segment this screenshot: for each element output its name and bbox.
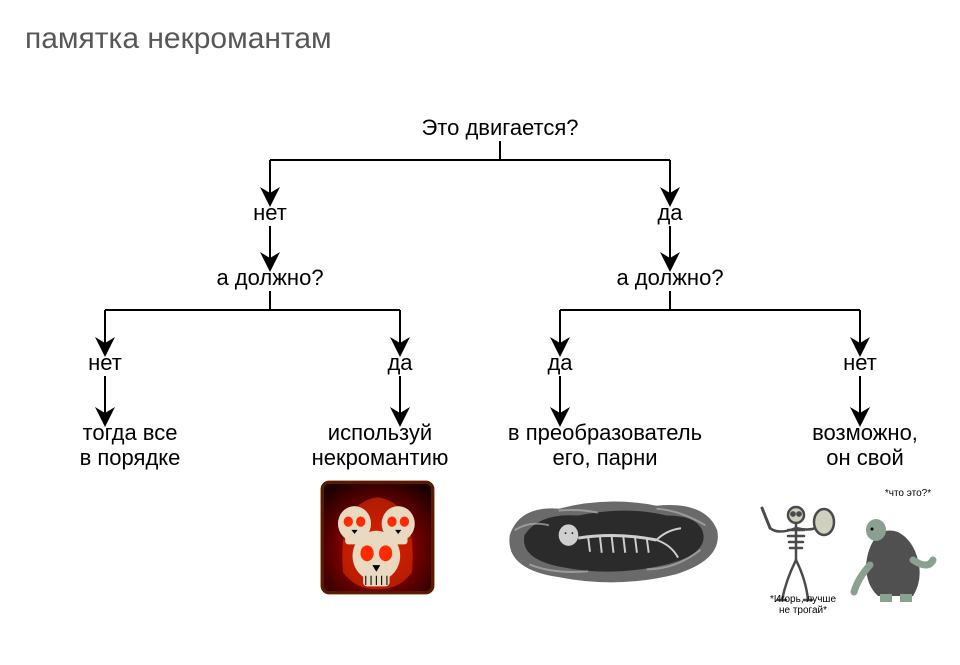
node-l2-nn: нет (75, 350, 135, 375)
pit-icon (500, 490, 725, 590)
leaf-yy: в преобразователь его, парни (495, 420, 715, 471)
page-title: памятка некромантам (25, 22, 332, 56)
node-q-no: а должно? (215, 265, 325, 290)
node-root: Это двигается? (420, 115, 580, 140)
node-q-yes: а должно? (615, 265, 725, 290)
leaf-nn: тогда все в порядке (60, 420, 200, 471)
caption-igor: *Игорь, лучше не трогай* (758, 594, 848, 616)
node-l1-no: нет (240, 200, 300, 225)
node-l2-yn: нет (830, 350, 890, 375)
node-l1-yes: да (640, 200, 700, 225)
node-l2-yy: да (530, 350, 590, 375)
leaf-ny: используй некромантию (290, 420, 470, 471)
skulls-icon (320, 480, 435, 595)
caption-whatis: *что это?* (878, 488, 938, 499)
leaf-yn: возможно, он свой (790, 420, 940, 471)
node-l2-ny: да (370, 350, 430, 375)
